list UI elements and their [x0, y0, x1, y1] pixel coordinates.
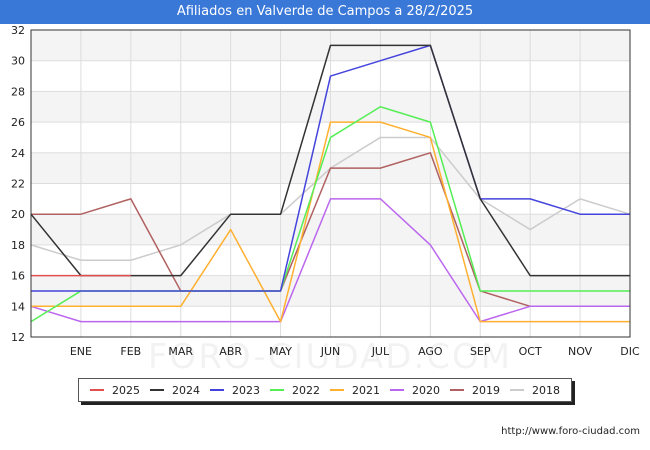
- x-tick-label: OCT: [519, 345, 542, 358]
- series-line-2020: [30, 198, 630, 323]
- x-tick-label: ABR: [219, 345, 242, 358]
- watermark: FORO-CIUDAD.COM: [148, 337, 512, 377]
- x-tick-label: JUN: [320, 345, 341, 358]
- y-tick-label: 20: [11, 208, 25, 221]
- legend-label: 2025: [112, 383, 140, 397]
- x-tick-label: MAR: [168, 345, 193, 358]
- chart-legend: 2025 2024 2023 2022 2021 2020 2019 2018: [78, 378, 572, 402]
- y-tick-label: 24: [11, 147, 25, 160]
- legend-swatch: [210, 389, 224, 391]
- legend-entry-2022: 2022: [270, 384, 320, 397]
- series-line-2023: [31, 44, 630, 292]
- legend-swatch: [270, 389, 284, 391]
- legend-entry-2023: 2023: [210, 384, 260, 397]
- legend-label: 2024: [172, 383, 200, 397]
- legend-entry-2024: 2024: [150, 384, 200, 397]
- legend-swatch: [450, 389, 464, 391]
- legend-label: 2019: [472, 383, 500, 397]
- footer-url: http://www.foro-ciudad.com: [501, 426, 640, 437]
- x-tick-label: ENE: [70, 345, 92, 358]
- x-tick-label: SEP: [470, 345, 491, 358]
- x-tick-label: FEB: [120, 345, 141, 358]
- legend-label: 2022: [292, 383, 320, 397]
- chart-title: Afiliados en Valverde de Campos a 28/2/2…: [0, 0, 650, 24]
- y-tick-label: 22: [11, 178, 25, 191]
- x-tick-label: DIC: [620, 345, 640, 358]
- y-tick-label: 30: [11, 55, 25, 68]
- series-line-2021: [31, 121, 630, 323]
- y-tick-label: 18: [11, 239, 25, 252]
- y-tick-label: 12: [11, 331, 25, 344]
- legend-label: 2023: [232, 383, 260, 397]
- legend-swatch: [90, 389, 104, 391]
- legend-label: 2018: [532, 383, 560, 397]
- legend-swatch: [150, 389, 164, 391]
- legend-entry-2019: 2019: [450, 384, 500, 397]
- legend-entry-2018: 2018: [510, 384, 560, 397]
- x-tick-label: NOV: [568, 345, 593, 358]
- x-tick-label: JUL: [371, 345, 390, 358]
- y-tick-label: 14: [11, 300, 25, 313]
- x-tick-label: MAY: [269, 345, 292, 358]
- legend-entry-2021: 2021: [330, 384, 380, 397]
- legend-entry-2020: 2020: [390, 384, 440, 397]
- legend-swatch: [390, 389, 404, 391]
- legend-swatch: [330, 389, 344, 391]
- y-tick-label: 28: [11, 85, 25, 98]
- legend-swatch: [510, 389, 524, 391]
- x-tick-label: AGO: [418, 345, 443, 358]
- legend-label: 2021: [352, 383, 380, 397]
- y-tick-label: 16: [11, 270, 25, 283]
- y-tick-label: 32: [11, 24, 25, 37]
- legend-entry-2025: 2025: [90, 384, 140, 397]
- legend-label: 2020: [412, 383, 440, 397]
- y-tick-label: 26: [11, 116, 25, 129]
